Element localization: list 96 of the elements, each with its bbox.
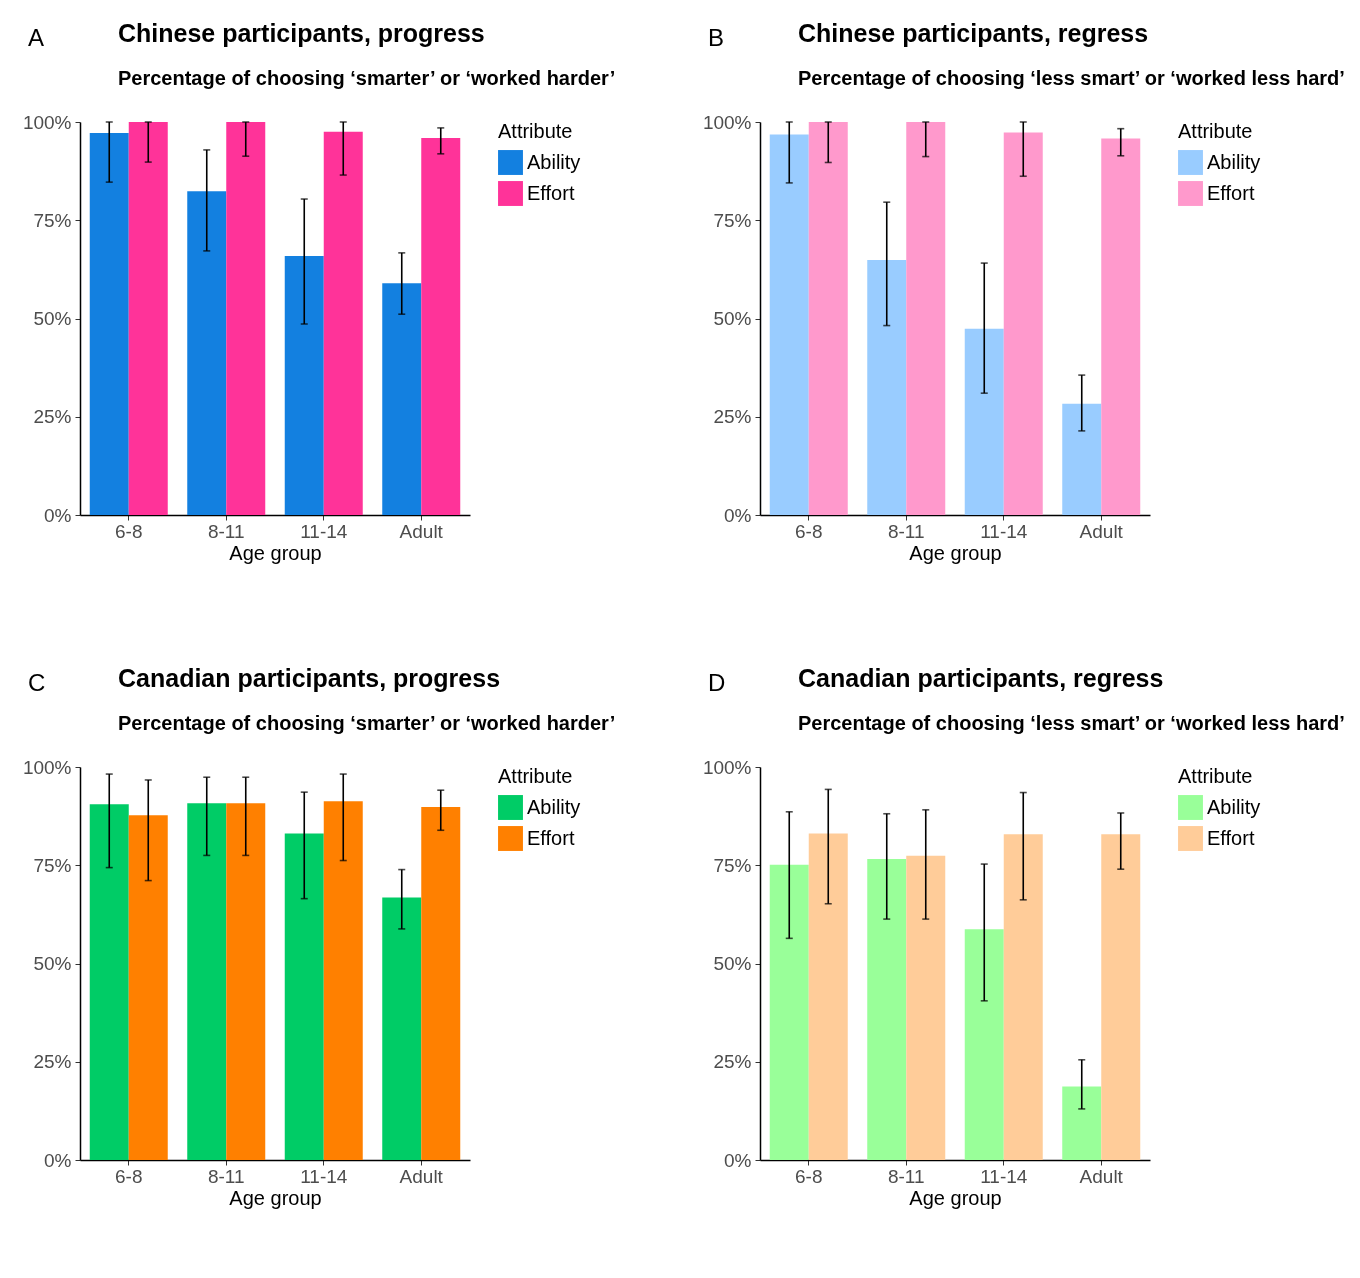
legend-label: Ability <box>527 150 581 173</box>
chart-title: Canadian participants, regress <box>798 664 1164 692</box>
x-tick-label: Adult <box>1079 520 1124 542</box>
y-tick-label: 25% <box>713 1051 752 1073</box>
y-tick-label: 0% <box>44 504 72 526</box>
y-tick-label: 100% <box>702 111 752 133</box>
x-axis-title: Age group <box>229 1186 322 1209</box>
legend-label: Effort <box>527 826 575 849</box>
bar <box>421 807 461 1160</box>
bar <box>964 929 1004 1160</box>
x-tick-label: 6-8 <box>795 520 823 542</box>
y-tick-label: 50% <box>33 308 72 329</box>
bar <box>1003 132 1043 515</box>
legend-title: Attribute <box>1178 765 1253 787</box>
bar <box>128 815 168 1160</box>
y-tick-label: 0% <box>44 1149 72 1171</box>
bar <box>226 122 266 515</box>
y-tick-label: 100% <box>702 756 752 778</box>
x-axis-title: Age group <box>909 541 1002 564</box>
bar <box>128 122 168 515</box>
chart-title: Chinese participants, regress <box>798 19 1149 47</box>
legend-title: Attribute <box>498 120 573 142</box>
text: B <box>708 24 725 52</box>
x-tick-label: 8-11 <box>207 1165 245 1187</box>
legend-label: Ability <box>1207 150 1261 173</box>
x-tick-label: 6-8 <box>115 520 143 542</box>
bar <box>769 864 809 1160</box>
legend-label: Effort <box>1207 181 1255 204</box>
bar <box>906 855 946 1160</box>
x-tick-label: 11-14 <box>300 1165 348 1187</box>
bar <box>1062 403 1102 515</box>
chart-subtitle: Percentage of choosing ‘smarter’ or ‘worked harder’ <box>118 67 616 89</box>
bar <box>867 259 907 515</box>
y-tick-label: 0% <box>724 1149 752 1171</box>
legend-label: Effort <box>1207 826 1255 849</box>
x-tick-label: Adult <box>399 520 444 542</box>
x-tick-label: 11-14 <box>980 520 1028 542</box>
x-tick-label: Adult <box>399 1165 444 1187</box>
y-tick-label: 100% <box>22 756 72 778</box>
bar <box>89 804 129 1160</box>
chart-subtitle: Percentage of choosing ‘less smart’ or ‘worked less hard’ <box>798 712 1345 734</box>
x-tick-label: 8-11 <box>887 520 925 542</box>
bar <box>226 803 266 1160</box>
legend-title: Attribute <box>1178 120 1253 142</box>
legend-title: Attribute <box>498 765 573 787</box>
x-tick-label: 11-14 <box>300 520 348 542</box>
y-tick-label: 100% <box>22 111 72 133</box>
bar <box>382 283 422 515</box>
x-axis-title: Age group <box>229 541 322 564</box>
y-tick-label: 75% <box>33 854 72 876</box>
bar <box>1062 1086 1102 1160</box>
x-tick-label: 6-8 <box>795 1165 823 1187</box>
y-tick-label: 0% <box>724 504 752 526</box>
chart-subtitle: Percentage of choosing ‘less smart’ or ‘worked less hard’ <box>798 67 1345 89</box>
bar <box>1003 834 1043 1160</box>
legend-label: Ability <box>1207 795 1261 818</box>
chart-subtitle: Percentage of choosing ‘smarter’ or ‘worked harder’ <box>118 712 616 734</box>
y-tick-label: 25% <box>713 406 752 428</box>
bar <box>187 803 227 1160</box>
x-tick-label: 6-8 <box>115 1165 143 1187</box>
y-tick-label: 75% <box>713 209 752 231</box>
bar <box>808 122 848 515</box>
bar <box>284 256 324 515</box>
text: A <box>28 24 45 52</box>
legend-label: Ability <box>527 795 581 818</box>
bar <box>323 801 363 1160</box>
y-tick-label: 50% <box>713 308 752 329</box>
x-tick-label: 11-14 <box>980 1165 1028 1187</box>
y-tick-label: 25% <box>33 1051 72 1073</box>
bar <box>284 833 324 1160</box>
y-tick-label: 50% <box>33 953 72 974</box>
bar <box>906 122 946 515</box>
bar <box>1101 834 1141 1160</box>
bar <box>964 328 1004 515</box>
legend-label: Effort <box>527 181 575 204</box>
x-tick-label: Adult <box>1079 1165 1124 1187</box>
bar <box>1101 138 1141 515</box>
bar <box>867 858 907 1160</box>
chart-title: Canadian participants, progress <box>118 664 501 692</box>
text: C <box>28 669 46 697</box>
x-tick-label: 8-11 <box>207 520 245 542</box>
text: D <box>708 669 726 697</box>
bar <box>808 833 848 1160</box>
x-axis-title: Age group <box>909 1186 1002 1209</box>
y-tick-label: 75% <box>713 854 752 876</box>
y-tick-label: 25% <box>33 406 72 428</box>
bar <box>323 131 363 515</box>
bar <box>769 134 809 515</box>
bar <box>187 191 227 515</box>
x-tick-label: 8-11 <box>887 1165 925 1187</box>
bar <box>89 133 129 515</box>
y-tick-label: 75% <box>33 209 72 231</box>
bar <box>421 138 461 515</box>
y-tick-label: 50% <box>713 953 752 974</box>
chart-title: Chinese participants, progress <box>118 19 485 47</box>
bar <box>382 897 422 1160</box>
